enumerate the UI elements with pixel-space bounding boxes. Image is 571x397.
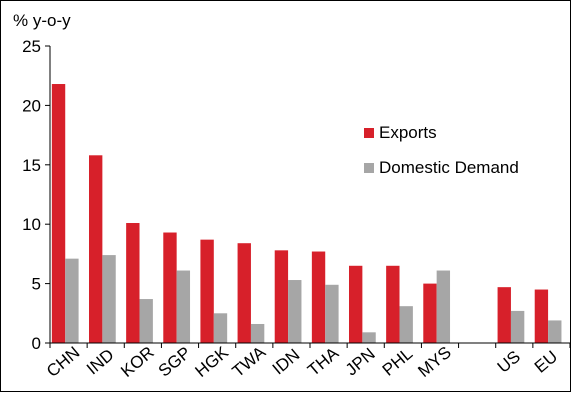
bar-idn-exports bbox=[274, 250, 289, 343]
bar-phl-domestic-demand bbox=[399, 306, 413, 343]
legend-label: Domestic Demand bbox=[379, 158, 519, 177]
y-tick-label: 0 bbox=[32, 334, 41, 353]
bar-ind-domestic-demand bbox=[102, 255, 116, 343]
bar-jpn-domestic-demand bbox=[362, 332, 376, 343]
bar-hgk-domestic-demand bbox=[213, 313, 228, 343]
bar-kor-exports bbox=[126, 223, 140, 343]
bar-chn-domestic-demand bbox=[65, 258, 79, 343]
bar-sgp-domestic-demand bbox=[176, 270, 191, 343]
bar-eu-exports bbox=[534, 289, 549, 343]
bar-kor-domestic-demand bbox=[139, 299, 153, 343]
bar-eu-domestic-demand bbox=[548, 320, 562, 343]
bar-hgk-exports bbox=[200, 239, 214, 343]
bar-ind-exports bbox=[89, 155, 103, 343]
legend: Exports Domestic Demand bbox=[364, 123, 519, 177]
bar-jpn-exports bbox=[349, 265, 363, 343]
bars bbox=[51, 84, 562, 344]
bar-twa-exports bbox=[237, 243, 251, 343]
y-axis-label: % y-o-y bbox=[13, 11, 71, 30]
bar-twa-domestic-demand bbox=[250, 323, 265, 343]
legend-label: Exports bbox=[379, 123, 437, 142]
y-tick-label: 5 bbox=[32, 275, 41, 294]
bar-chn-exports bbox=[51, 84, 66, 344]
legend-swatch bbox=[364, 128, 374, 138]
bar-mys-exports bbox=[423, 283, 437, 343]
bar-mys-domestic-demand bbox=[436, 270, 451, 343]
bar-sgp-exports bbox=[163, 232, 177, 343]
legend-swatch bbox=[364, 163, 374, 173]
bar-tha-exports bbox=[311, 251, 326, 343]
bar-tha-domestic-demand bbox=[325, 284, 339, 343]
y-axis: 0 5 10 15 20 25 bbox=[22, 37, 51, 353]
bar-us-exports bbox=[497, 287, 511, 343]
bar-idn-domestic-demand bbox=[288, 280, 302, 343]
y-tick-label: 20 bbox=[22, 96, 41, 115]
bar-us-domestic-demand bbox=[510, 310, 525, 343]
y-tick-label: 25 bbox=[22, 37, 41, 56]
y-tick-label: 15 bbox=[22, 156, 41, 175]
bar-phl-exports bbox=[386, 265, 400, 343]
y-tick-label: 10 bbox=[22, 215, 41, 234]
